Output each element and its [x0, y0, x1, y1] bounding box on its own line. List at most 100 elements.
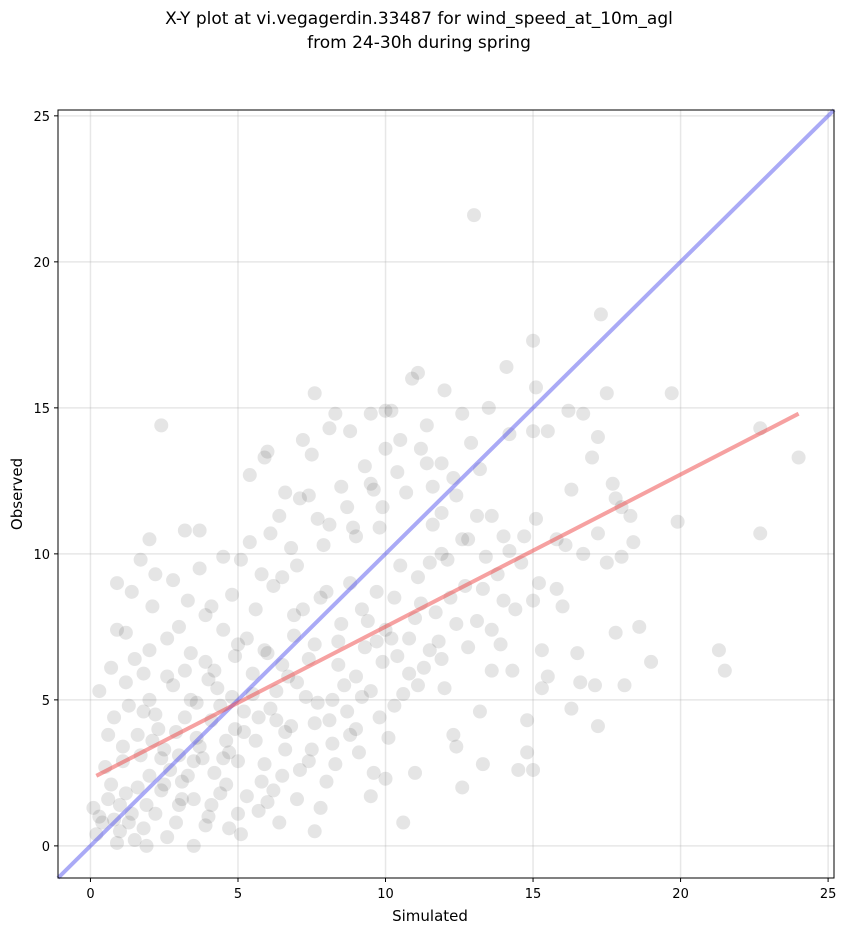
scatter-point	[390, 465, 405, 480]
fit-line	[95, 411, 800, 778]
scatter-point	[791, 450, 806, 465]
scatter-point	[496, 593, 511, 608]
scatter-point	[484, 508, 499, 523]
scatter-point	[331, 657, 346, 672]
scatter-point	[434, 546, 449, 561]
scatter-point	[469, 614, 484, 629]
scatter-point	[349, 722, 364, 737]
scatter-point	[207, 663, 222, 678]
scatter-point	[526, 593, 541, 608]
scatter-point	[110, 576, 125, 591]
scatter-point	[328, 406, 343, 421]
scatter-point	[449, 488, 464, 503]
scatter-point	[304, 447, 319, 462]
scatter-point	[481, 400, 496, 415]
scatter-point	[171, 619, 186, 634]
scatter-point	[540, 669, 555, 684]
scatter-point	[526, 424, 541, 439]
x-tick-label: 25	[820, 887, 837, 902]
scatter-point	[590, 430, 605, 445]
scatter-point	[410, 678, 425, 693]
scatter-point	[520, 745, 535, 760]
scatter-point	[540, 424, 555, 439]
scatter-point	[502, 543, 517, 558]
x-tick-label: 5	[234, 887, 242, 902]
scatter-point	[461, 640, 476, 655]
scatter-point	[239, 631, 254, 646]
scatter-point	[157, 742, 172, 757]
scatter-point	[369, 584, 384, 599]
scatter-point	[278, 724, 293, 739]
scatter-point	[425, 517, 440, 532]
scatter-point	[148, 806, 163, 821]
scatter-point	[363, 406, 378, 421]
scatter-point	[257, 757, 272, 772]
scatter-point	[428, 605, 443, 620]
scatter-point	[381, 730, 396, 745]
scatter-point	[92, 809, 107, 824]
scatter-point	[171, 748, 186, 763]
scatter-point	[331, 634, 346, 649]
scatter-point	[310, 511, 325, 526]
scatter-point	[528, 380, 543, 395]
scatter-point	[136, 704, 151, 719]
scatter-point	[257, 450, 272, 465]
scatter-point	[396, 815, 411, 830]
scatter-point	[325, 692, 340, 707]
scatter-point	[307, 637, 322, 652]
scatter-point	[127, 833, 142, 848]
scatter-point	[171, 797, 186, 812]
scatter-point	[278, 742, 293, 757]
scatter-point	[133, 552, 148, 567]
scatter-point	[393, 432, 408, 447]
scatter-point	[472, 704, 487, 719]
scatter-point	[260, 646, 275, 661]
scatter-point	[493, 637, 508, 652]
scatter-point	[564, 701, 579, 716]
scatter-point	[239, 789, 254, 804]
plot-area	[57, 109, 835, 879]
scatter-point	[295, 432, 310, 447]
scatter-point	[378, 771, 393, 786]
grid	[58, 110, 834, 878]
scatter-point	[222, 745, 237, 760]
scatter-point	[180, 768, 195, 783]
scatter-point	[437, 681, 452, 696]
scatter-point	[360, 614, 375, 629]
scatter-point	[169, 815, 184, 830]
scatter-point	[222, 821, 237, 836]
scatter-point	[228, 722, 243, 737]
scatter-point	[349, 669, 364, 684]
scatter-point	[366, 482, 381, 497]
scatter-point	[86, 800, 101, 815]
scatter-point	[576, 406, 591, 421]
scatter-point	[349, 529, 364, 544]
scatter-point	[118, 675, 133, 690]
scatter-point	[405, 371, 420, 386]
scatter-point	[334, 479, 349, 494]
x-axis-label: Simulated	[392, 907, 468, 925]
scatter-point	[272, 815, 287, 830]
scatter-point	[233, 827, 248, 842]
scatter-point	[242, 468, 257, 483]
scatter-point	[266, 783, 281, 798]
scatter-point	[449, 616, 464, 631]
scatter-point	[216, 622, 231, 637]
scatter-point	[534, 643, 549, 658]
scatter-point	[139, 838, 154, 853]
scatter-point	[210, 681, 225, 696]
scatter-point	[384, 403, 399, 418]
scatter-point	[269, 684, 284, 699]
scatter-point	[195, 751, 210, 766]
scatter-point	[145, 599, 160, 614]
scatter-point	[92, 684, 107, 699]
scatter-point	[608, 625, 623, 640]
scatter-point	[372, 710, 387, 725]
scatter-point	[517, 529, 532, 544]
scatter-point	[230, 637, 245, 652]
scatter-point	[245, 666, 260, 681]
scatter-point	[555, 599, 570, 614]
scatter-point	[177, 710, 192, 725]
x-tick-label: 0	[86, 887, 94, 902]
scatter-point	[304, 742, 319, 757]
